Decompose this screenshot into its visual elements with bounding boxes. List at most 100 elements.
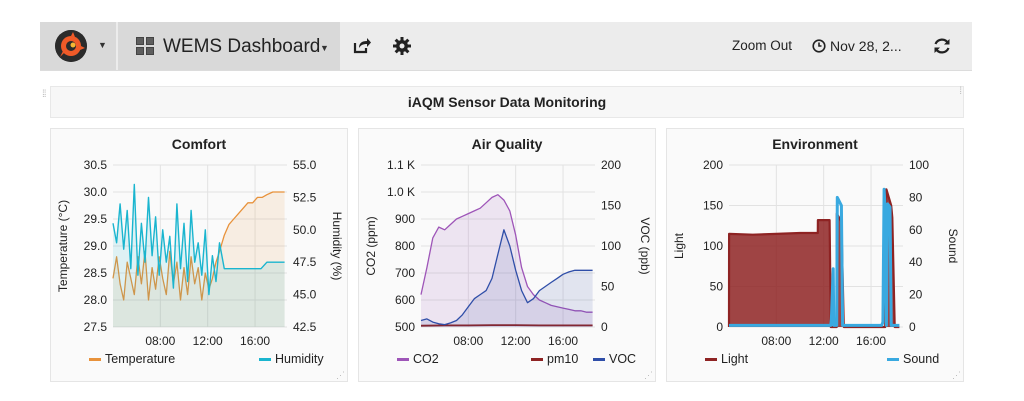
- x-tick-label: 08:00: [453, 334, 483, 348]
- series-area-voc: [421, 229, 593, 327]
- top-navbar: ▼ WEMS Dashboard ▼ Zoom Out: [40, 22, 972, 71]
- y-tick-label-left: 700: [395, 266, 415, 280]
- grafana-logo-icon: [55, 30, 87, 62]
- y-tick-label-left: 27.5: [84, 320, 108, 334]
- clock-icon: [812, 39, 826, 53]
- y-tick-label-right: 100: [601, 239, 621, 253]
- series-line-co2: [420, 194, 593, 313]
- y-tick-label-left: 28.5: [84, 266, 108, 280]
- y-tick-label-left: 600: [395, 293, 415, 307]
- y-tick-label-left: 30.5: [84, 158, 108, 172]
- y-axis-title-right: VOC (ppb): [638, 217, 652, 274]
- x-tick-label: 12:00: [501, 334, 531, 348]
- series-area-light: [729, 189, 900, 327]
- y-tick-label-right: 50: [601, 280, 615, 294]
- series-line-pm10: [420, 324, 593, 327]
- row-menu-handle[interactable]: ⁞: [959, 86, 962, 97]
- y-tick-label-right: 100: [909, 158, 929, 172]
- x-tick-label: 08:00: [145, 334, 175, 348]
- gear-icon[interactable]: [390, 34, 414, 58]
- y-tick-label-right: 0: [909, 320, 916, 334]
- y-tick-label-left: 29.0: [84, 239, 108, 253]
- time-range-picker[interactable]: Nov 28, 2...: [830, 38, 902, 54]
- share-icon[interactable]: [350, 34, 374, 58]
- row-title: iAQM Sensor Data Monitoring: [407, 94, 607, 110]
- y-axis-title-left: Temperature (°C): [56, 200, 70, 292]
- y-tick-label-right: 50.0: [293, 223, 317, 237]
- y-axis-title-right: Humidity (%): [330, 212, 344, 281]
- comfort-panel: Comfort 30.5 30.0 29.5 29.0 28.5 28.0 27.5 55.0…: [50, 128, 348, 382]
- legend-swatch: [705, 358, 717, 361]
- y-axis-title-left: Light: [672, 232, 686, 259]
- refresh-icon[interactable]: [930, 34, 954, 58]
- panel-title: Comfort: [171, 136, 227, 152]
- grafana-logo-button[interactable]: ▼: [40, 22, 116, 70]
- air-quality-panel: Air Quality 1.1 K 1.0 K 900 800 700 600 500 200…: [358, 128, 656, 382]
- y-tick-label-left: 900: [395, 212, 415, 226]
- row-drag-handle[interactable]: ⁞⁞: [42, 89, 46, 100]
- chevron-down-icon: ▼: [98, 40, 107, 50]
- panel-title: Air Quality: [471, 136, 543, 152]
- y-tick-label-right: 42.5: [293, 320, 317, 334]
- series-line-voc: [420, 229, 593, 326]
- series-line-sound: [729, 187, 900, 327]
- series-area-co2: [421, 194, 593, 327]
- panel-resize-handle[interactable]: ⋰: [644, 370, 653, 380]
- legend-swatch: [259, 358, 271, 361]
- x-tick-label: 16:00: [240, 334, 270, 348]
- dashboard-title: WEMS Dashboard: [163, 36, 321, 57]
- legend-swatch: [593, 358, 605, 361]
- y-axis-title-right: Sound: [946, 229, 960, 264]
- y-tick-label-left: 50: [710, 280, 724, 294]
- row-header: iAQM Sensor Data Monitoring ⁞: [50, 86, 964, 118]
- y-tick-label-right: 55.0: [293, 158, 317, 172]
- y-tick-label-left: 500: [395, 320, 415, 334]
- x-tick-label: 16:00: [548, 334, 578, 348]
- legend-swatch: [887, 358, 899, 361]
- legend-label-pm10: pm10: [547, 352, 578, 366]
- y-tick-label-left: 29.5: [84, 212, 108, 226]
- y-tick-label-right: 40: [909, 255, 923, 269]
- y-tick-label-left: 0: [716, 320, 723, 334]
- y-tick-label-right: 52.5: [293, 190, 317, 204]
- y-tick-label-right: 60: [909, 223, 923, 237]
- legend-label-humidity: Humidity: [275, 352, 324, 366]
- panel-resize-handle[interactable]: ⋰: [336, 370, 345, 380]
- dashboard-grid-icon: [136, 37, 154, 55]
- panel-resize-handle[interactable]: ⋰: [952, 370, 961, 380]
- y-tick-label-right: 0: [601, 320, 608, 334]
- comfort-chart: 30.5 30.0 29.5 29.0 28.5 28.0 27.5 55.0 52.5 50.0…: [56, 158, 344, 366]
- legend-label-co2: CO2: [413, 352, 439, 366]
- y-tick-label-left: 28.0: [84, 293, 108, 307]
- environment-panel: Environment 200 150 100 50 0 100 80 60 40 20 0 08:0…: [666, 128, 964, 382]
- y-axis-title-left: CO2 (ppm): [364, 216, 378, 275]
- x-tick-label: 16:00: [856, 334, 886, 348]
- legend-label-temperature: Temperature: [105, 352, 175, 366]
- legend-swatch: [89, 358, 101, 361]
- series-area-temperature: [113, 192, 285, 327]
- y-tick-label-left: 150: [703, 199, 723, 213]
- y-tick-label-left: 30.0: [84, 185, 108, 199]
- legend-label-sound: Sound: [903, 352, 939, 366]
- x-tick-label: 12:00: [193, 334, 223, 348]
- x-tick-label: 08:00: [761, 334, 791, 348]
- legend-swatch: [397, 358, 409, 361]
- y-tick-label-right: 47.5: [293, 255, 317, 269]
- legend-swatch: [531, 358, 543, 361]
- y-tick-label-right: 80: [909, 190, 923, 204]
- y-tick-label-left: 200: [703, 158, 723, 172]
- y-tick-label-right: 20: [909, 288, 923, 302]
- panel-title: Environment: [772, 136, 858, 152]
- series-line-humidity: [112, 183, 285, 296]
- y-tick-label-right: 45.0: [293, 288, 317, 302]
- x-tick-label: 12:00: [809, 334, 839, 348]
- zoom-out-button[interactable]: Zoom Out: [732, 38, 793, 53]
- legend-label-voc: VOC: [609, 352, 636, 366]
- series-area-humidity: [113, 184, 285, 327]
- y-tick-label-right: 200: [601, 158, 621, 172]
- dashboard-picker-button[interactable]: WEMS Dashboard ▼: [118, 22, 340, 70]
- y-tick-label-left: 800: [395, 239, 415, 253]
- air-quality-chart: 1.1 K1.0 K90080070060050020015010050008:…: [364, 158, 652, 366]
- y-tick-label-left: 1.0 K: [387, 185, 415, 199]
